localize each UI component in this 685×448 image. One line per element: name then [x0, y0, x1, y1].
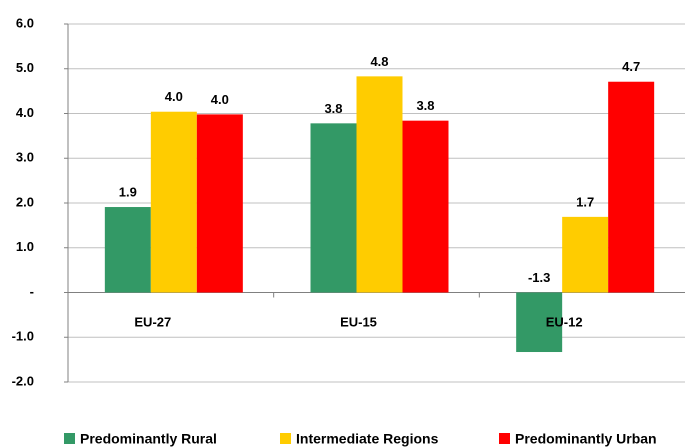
y-tick-label: 4.0	[16, 105, 34, 120]
bar	[402, 120, 449, 293]
x-tick-label: EU-15	[340, 314, 377, 329]
legend-swatch	[280, 433, 291, 444]
y-tick-label: 3.0	[16, 150, 34, 165]
value-label: 1.7	[576, 194, 594, 209]
bar	[608, 81, 655, 293]
y-tick-label: -2.0	[12, 373, 34, 388]
legend-swatch	[499, 433, 510, 444]
x-tick-label: EU-12	[546, 314, 583, 329]
y-tick-label: 5.0	[16, 60, 34, 75]
bar	[104, 207, 151, 293]
bar	[196, 114, 243, 293]
legend-label: Predominantly Urban	[515, 431, 657, 447]
value-label: -1.3	[528, 270, 550, 285]
value-label: 4.0	[165, 89, 183, 104]
legend-label: Predominantly Rural	[80, 431, 217, 447]
bar	[516, 292, 563, 353]
y-tick-label: -	[30, 284, 34, 299]
value-label: 4.7	[622, 59, 640, 74]
y-tick-label: 6.0	[16, 15, 34, 30]
legend-label: Intermediate Regions	[296, 431, 439, 447]
bar	[150, 111, 197, 293]
bar	[562, 216, 609, 293]
y-tick-label: 2.0	[16, 194, 34, 209]
y-tick-label: 1.0	[16, 239, 34, 254]
bar	[310, 123, 357, 293]
value-label: 4.8	[370, 54, 388, 69]
x-tick-label: EU-27	[134, 314, 171, 329]
value-label: 3.8	[416, 98, 434, 113]
legend-swatch	[64, 433, 75, 444]
value-label: 3.8	[324, 101, 342, 116]
value-label: 4.0	[211, 92, 229, 107]
y-tick-label: -1.0	[12, 329, 34, 344]
value-label: 1.9	[119, 184, 137, 199]
bar	[356, 76, 403, 293]
